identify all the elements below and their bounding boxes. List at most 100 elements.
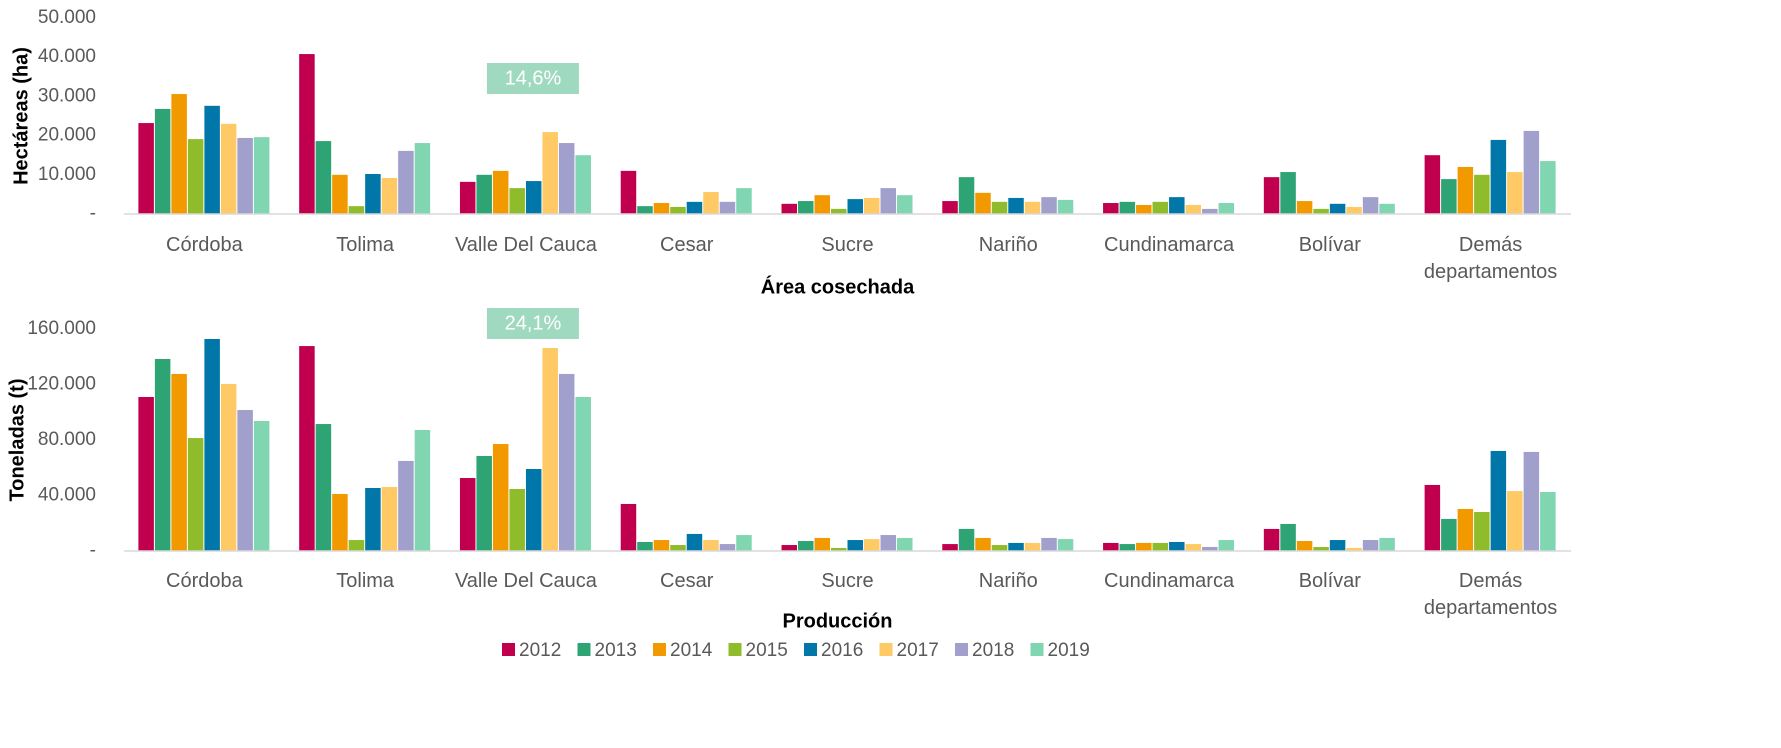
x-tick-label-box: Nariño bbox=[979, 570, 1038, 592]
bar: 2019 bbox=[897, 195, 913, 214]
bar: 2019 bbox=[736, 535, 752, 551]
bar: 2017 bbox=[1507, 172, 1523, 214]
bar: 2015 bbox=[670, 545, 686, 551]
legend-swatch bbox=[728, 643, 742, 656]
bar: 2013 bbox=[1119, 201, 1136, 214]
bar: 2012 bbox=[1263, 528, 1280, 551]
bar: 2016 bbox=[1329, 203, 1346, 214]
x-tick-label: Córdoba bbox=[166, 234, 243, 256]
bar: 2019 bbox=[1379, 537, 1395, 551]
bar: 2014 bbox=[1136, 204, 1152, 214]
bar: 2017 bbox=[864, 539, 880, 551]
bar: 2015 bbox=[831, 208, 847, 214]
bar: 2014 bbox=[975, 192, 991, 214]
bar: 2018 bbox=[1041, 197, 1057, 214]
bar: 2015 bbox=[509, 488, 525, 551]
bar: 2012 bbox=[1103, 203, 1119, 214]
bar: 2013 bbox=[315, 424, 332, 551]
x-tick-label: Bolívar bbox=[1298, 570, 1361, 592]
bar: 2017 bbox=[864, 197, 880, 214]
x-tick-label-box: Valle Del Cauca bbox=[454, 234, 597, 256]
bar: 2012 bbox=[299, 346, 315, 551]
x-tick-label-box: Cesar bbox=[660, 234, 714, 256]
bar: 2012 bbox=[459, 181, 476, 214]
legend-label: 2018 bbox=[972, 640, 1014, 661]
bar: 2017 bbox=[542, 132, 558, 214]
legend-label: 2019 bbox=[1048, 640, 1090, 661]
x-tick-label-box: Sucre bbox=[821, 234, 873, 256]
bar: 2017 bbox=[220, 123, 237, 214]
bar: 2013 bbox=[154, 108, 171, 214]
x-tick-label: Cundinamarca bbox=[1104, 570, 1235, 592]
bar: 2016 bbox=[1169, 197, 1185, 214]
bar: 2015 bbox=[1313, 546, 1329, 551]
bar: 2014 bbox=[171, 373, 187, 551]
bar: 2016 bbox=[1329, 540, 1346, 551]
x-tick-label: Bolívar bbox=[1298, 234, 1361, 256]
bar: 2014 bbox=[171, 94, 187, 214]
x-tick-label: Cesar bbox=[660, 234, 714, 256]
y-tick-label: 20.000 bbox=[38, 125, 96, 146]
legend-swatch bbox=[653, 643, 666, 656]
legend-label: 2015 bbox=[746, 640, 788, 661]
bar: 2016 bbox=[204, 338, 220, 551]
bar: 2016 bbox=[686, 533, 703, 551]
bar: 2013 bbox=[958, 528, 975, 551]
y-tick-label: 40.000 bbox=[38, 46, 96, 67]
x-tick-label: Valle Del Cauca bbox=[454, 570, 597, 592]
bar: 2012 bbox=[781, 203, 797, 214]
bar: 2017 bbox=[1507, 491, 1523, 551]
bar: 2019 bbox=[1218, 203, 1235, 214]
y-tick-label: 120.000 bbox=[27, 374, 96, 395]
x-tick-label: Sucre bbox=[821, 570, 874, 592]
annotation: 14,6% bbox=[505, 67, 562, 89]
bar: 2016 bbox=[1008, 197, 1024, 214]
bar: 2015 bbox=[187, 139, 204, 214]
legend-swatch bbox=[955, 643, 968, 656]
bar: 2019 bbox=[575, 396, 591, 551]
bar: 2018 bbox=[1523, 451, 1540, 551]
bar: 2019 bbox=[1379, 203, 1395, 214]
bar: 2013 bbox=[476, 174, 492, 214]
bar: 2013 bbox=[1441, 518, 1457, 551]
bar: 2016 bbox=[1490, 139, 1507, 214]
bar: 2019 bbox=[1057, 199, 1074, 214]
x-tick-label-box: Nariño bbox=[979, 234, 1038, 256]
bar: 2012 bbox=[942, 201, 958, 214]
bar: 2018 bbox=[880, 535, 896, 551]
x-tick-label-box: Cundinamarca bbox=[1104, 234, 1234, 256]
bar: 2014 bbox=[1136, 542, 1152, 551]
bar: 2019 bbox=[1218, 540, 1235, 551]
bar: 2013 bbox=[315, 141, 332, 214]
y-tick-label: 50.000 bbox=[38, 7, 96, 28]
annotation-box bbox=[486, 63, 579, 94]
bar: 2015 bbox=[991, 545, 1008, 551]
bar: 2019 bbox=[414, 143, 431, 214]
bar: 2018 bbox=[1362, 197, 1379, 214]
y-axis-title: Toneladas (t) bbox=[6, 379, 28, 502]
bar: 2014 bbox=[1457, 166, 1474, 214]
x-tick-label-box: Valle Del Cauca bbox=[454, 570, 597, 592]
bar: 2013 bbox=[637, 541, 653, 551]
x-axis-title: Área cosechada bbox=[761, 275, 915, 298]
bar: 2014 bbox=[332, 174, 348, 214]
bar: 2019 bbox=[1540, 492, 1556, 551]
bar: 2012 bbox=[1424, 484, 1441, 551]
bar: 2015 bbox=[991, 201, 1008, 214]
x-tick-label: Valle Del Cauca bbox=[454, 234, 597, 256]
bar: 2017 bbox=[1024, 542, 1041, 551]
bar: 2014 bbox=[492, 170, 509, 214]
bar: 2012 bbox=[620, 170, 637, 214]
bar: 2016 bbox=[365, 488, 381, 551]
bar: 2013 bbox=[1119, 544, 1136, 551]
bar: 2013 bbox=[798, 201, 814, 214]
bar: 2019 bbox=[897, 537, 913, 551]
bar: 2018 bbox=[398, 460, 414, 551]
x-tick-label: Tolima bbox=[336, 570, 395, 592]
bar: 2012 bbox=[620, 503, 637, 551]
bar: 2018 bbox=[1041, 537, 1057, 551]
legend-swatch bbox=[804, 643, 817, 656]
legend-label: 2017 bbox=[897, 640, 939, 661]
bar: 2012 bbox=[138, 123, 154, 214]
x-tick-label-box: Bolívar bbox=[1298, 570, 1361, 592]
